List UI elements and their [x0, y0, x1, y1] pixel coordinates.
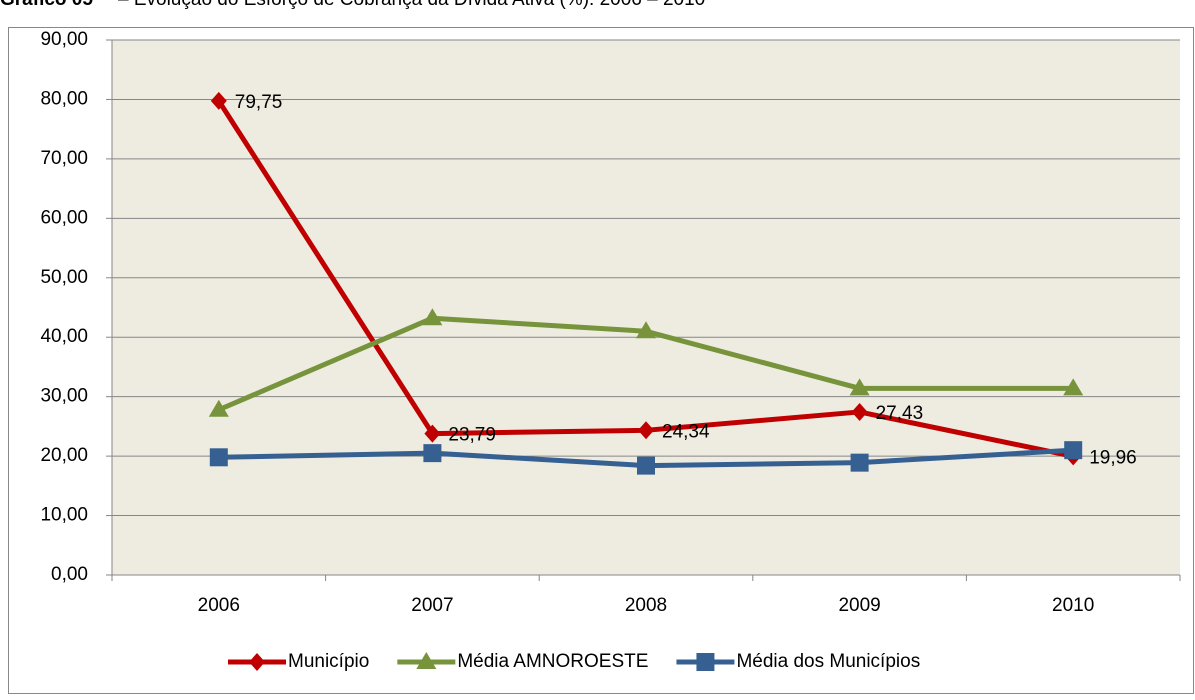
x-tick-label: 2009 — [838, 595, 880, 616]
y-tick-label: 90,00 — [40, 29, 88, 50]
x-tick-label: 2008 — [625, 595, 667, 616]
legend-label: Média AMNOROESTE — [457, 651, 648, 672]
plot-area — [112, 40, 1180, 575]
y-tick-label: 50,00 — [40, 267, 88, 288]
marker — [208, 399, 229, 417]
data-label: 23,79 — [448, 425, 496, 446]
data-label: 27,43 — [876, 403, 924, 424]
y-tick-label: 0,00 — [51, 564, 88, 585]
x-tick-label: 2010 — [1052, 595, 1094, 616]
marker — [249, 653, 265, 671]
y-tick-label: 20,00 — [40, 445, 88, 466]
marker — [424, 424, 441, 443]
y-tick-label: 70,00 — [40, 148, 88, 169]
y-tick-label: 60,00 — [40, 207, 88, 228]
marker — [209, 448, 228, 467]
chart-title: – Evolução do Esforço de Cobrança da Dív… — [118, 0, 705, 10]
chart-title-label: Gráfico 05 — [0, 0, 93, 10]
marker — [423, 444, 442, 463]
y-tick-label: 40,00 — [40, 326, 88, 347]
legend-label: Município — [288, 651, 369, 672]
y-tick-label: 10,00 — [40, 505, 88, 526]
x-tick-label: 2006 — [198, 595, 240, 616]
marker — [850, 453, 869, 472]
data-label: 19,96 — [1089, 447, 1137, 468]
marker — [210, 91, 227, 110]
marker — [637, 456, 655, 475]
y-tick-label: 30,00 — [40, 386, 88, 407]
marker — [851, 402, 868, 421]
marker — [1064, 441, 1083, 460]
x-tick-label: 2007 — [411, 595, 453, 616]
legend-label: Média dos Municípios — [736, 651, 920, 672]
data-label: 24,34 — [662, 421, 710, 442]
marker — [422, 308, 443, 326]
marker — [696, 653, 715, 671]
marker — [416, 652, 437, 669]
marker — [638, 421, 654, 440]
y-tick-label: 80,00 — [40, 88, 88, 109]
marker — [849, 378, 870, 396]
marker — [1063, 378, 1084, 396]
marker — [636, 321, 656, 339]
data-label: 79,75 — [235, 92, 283, 113]
